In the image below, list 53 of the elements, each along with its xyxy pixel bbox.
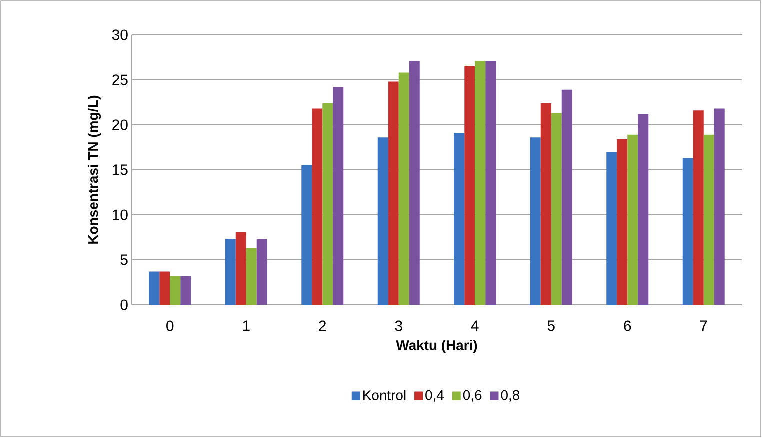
bar <box>333 87 344 305</box>
x-tick-label: 0 <box>166 320 174 332</box>
bar <box>409 61 420 305</box>
bar <box>682 158 694 305</box>
bar <box>693 110 704 305</box>
x-tick-label: 4 <box>471 320 479 332</box>
bar <box>562 90 572 305</box>
bar <box>322 103 334 305</box>
bar <box>180 276 192 305</box>
bar <box>170 276 181 305</box>
bar <box>486 61 496 305</box>
x-tick-label: 6 <box>624 320 632 332</box>
x-axis-title: Waktu (Hari) <box>396 340 478 354</box>
bar <box>454 133 465 305</box>
bar <box>714 108 725 305</box>
bar <box>628 134 638 305</box>
bar <box>464 66 476 305</box>
bar <box>388 82 399 305</box>
bar <box>378 138 388 305</box>
y-tick-label: 30 <box>112 30 128 40</box>
bar <box>530 138 541 305</box>
bar <box>398 72 410 305</box>
x-tick-label: 3 <box>395 320 402 332</box>
x-tick-label: 1 <box>243 320 250 332</box>
bar <box>638 114 649 305</box>
y-tick-label: 20 <box>112 120 128 130</box>
legend-label: 0,4 <box>426 390 444 402</box>
x-tick-label: 7 <box>700 320 708 332</box>
bar <box>606 152 618 305</box>
bar <box>256 239 268 305</box>
bar <box>617 139 628 305</box>
x-tick-label: 5 <box>548 320 555 332</box>
y-tick-label: 15 <box>113 164 128 176</box>
y-tick-label: 25 <box>112 74 128 86</box>
bar <box>149 272 160 305</box>
legend-label: 0,8 <box>501 390 520 402</box>
legend-label: Kontrol <box>364 390 406 400</box>
y-tick-label: 10 <box>113 210 128 220</box>
bar <box>225 239 236 305</box>
bar <box>551 113 562 305</box>
bar <box>160 272 170 305</box>
y-tick-label: 5 <box>120 254 128 266</box>
x-tick-label: 2 <box>319 320 326 332</box>
y-axis-title: Konsentrasi TN (mg/L) <box>88 96 102 244</box>
bar <box>302 166 312 305</box>
y-tick-label: 0 <box>120 300 128 310</box>
bar <box>475 61 486 305</box>
bar <box>540 103 552 305</box>
bar <box>704 134 714 305</box>
bar <box>312 108 323 305</box>
bar <box>246 248 257 305</box>
legend-label: 0,6 <box>463 390 482 402</box>
bar <box>236 232 246 305</box>
